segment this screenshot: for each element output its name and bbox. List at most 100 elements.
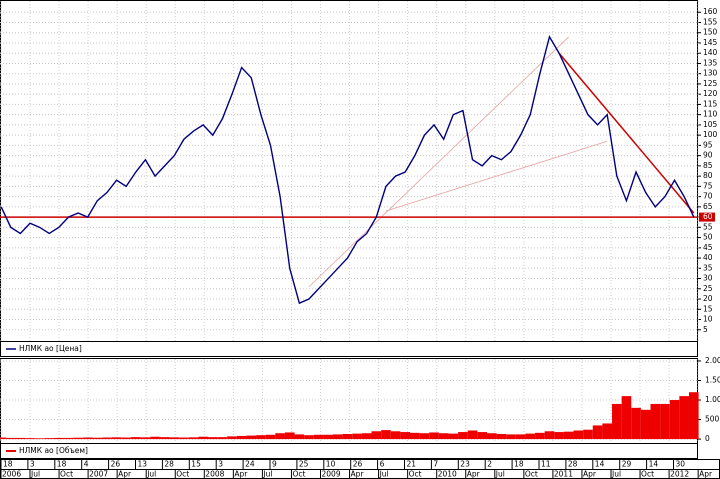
volume-bar [256,435,266,440]
x-tick-label: 26 [111,460,121,469]
volume-bar [179,437,189,440]
volume-bar [34,438,45,440]
y-tick-label: 15 [703,304,713,313]
price-legend-box [0,341,698,357]
x-tick-label: 28 [568,460,578,469]
x-tick-label: 24 [245,460,255,469]
y-tick-label: 155 [703,17,718,26]
y-tick-label: 145 [703,38,718,47]
volume-bar [640,409,651,440]
volume-bar [621,396,632,440]
volume-bar [448,433,459,440]
volume-bar [631,407,641,440]
y-tick-label: 115 [703,99,718,108]
x-tick-label: 4 [84,460,89,469]
x-tick-label: Apr [118,470,132,479]
y-tick-label: 45 [703,243,713,252]
volume-bar [92,437,103,440]
volume-bar [515,434,526,440]
volume-bar [602,423,613,440]
y-tick-label: 110 [703,110,718,119]
volume-bar [63,437,74,440]
x-tick-label: 14 [649,460,659,469]
trend-line [558,52,695,214]
x-tick-label: 15 [191,460,201,469]
volume-bar [467,430,478,440]
trend-line [308,36,569,288]
x-tick-label: 2012 [670,470,689,479]
volume-bar [73,437,83,440]
volume-bar [140,437,151,440]
x-tick-label: Jul [611,470,621,479]
y-tick-label: 65 [703,202,713,211]
x-tick-label: 2 [487,460,492,469]
volume-bar [390,431,401,440]
volume-bar [650,403,661,440]
legend-label: НЛМК ао [Цена] [19,344,82,353]
x-tick-label: Apr [351,470,365,479]
x-tick-label: 18 [57,460,67,469]
y-tick-label: 85 [703,161,713,170]
x-tick-label: 25 [299,460,309,469]
volume-bar [313,434,324,440]
volume-bar [159,437,170,440]
x-tick-label: Jul [30,470,40,479]
volume-bar [54,437,64,440]
x-tick-label: Apr [699,470,713,479]
y-tick-label: 40 [703,253,713,262]
x-tick-label: 26 [353,460,363,469]
y-tick-label: 75 [703,181,713,190]
x-tick-label: 2009 [322,470,341,479]
y-tick-label: 20 [703,294,713,303]
volume-bar [294,434,305,440]
y-tick-label: 1.50 [705,375,720,384]
x-tick-label: Jul [495,470,505,479]
y-tick-label: 500 [705,415,720,424]
price-panel [0,0,698,342]
x-tick-label: 18 [3,460,13,469]
volume-bar [352,433,362,440]
y-tick-label: 95 [703,140,713,149]
volume-bar [660,403,670,440]
y-tick-label: 35 [703,263,713,272]
volume-bar [111,437,122,440]
volume-bar [323,434,334,440]
x-tick-label: 3 [218,460,223,469]
volume-bar [506,434,516,440]
y-tick-label: 105 [703,120,718,129]
volume-bar [131,437,141,440]
volume-bar [477,432,487,440]
trend-line [385,140,608,212]
y-tick-label: 135 [703,58,718,67]
volume-bar [342,434,353,440]
y-tick-label: 50 [703,233,713,242]
x-tick-label: 10 [326,460,336,469]
y-tick-label: 100 [703,130,718,139]
volume-legend-box [0,443,698,459]
volume-bar [583,429,593,440]
volume-bar [679,396,689,440]
volume-bar [410,432,420,440]
volume-bar [169,437,180,440]
volume-bar [612,403,622,440]
y-tick-label: 120 [703,89,718,98]
volume-bar [15,437,26,440]
volume-bar [44,438,55,440]
volume-bar [246,435,257,440]
volume-bar [496,434,507,440]
x-tick-label: Oct [525,470,538,479]
x-tick-label: Apr [583,470,597,479]
x-tick-label: Apr [234,470,248,479]
volume-bar [419,433,430,440]
x-tick-label: 11 [541,460,551,469]
volume-bar [82,437,93,440]
x-tick-label: 23 [460,460,470,469]
y-tick-label: 80 [703,171,713,180]
y-tick-label: 140 [703,48,718,57]
volume-bar [207,437,218,440]
volume-bar [121,437,132,440]
x-tick-label: 14 [595,460,605,469]
volume-bar [669,400,680,440]
x-tick-label: 18 [514,460,524,469]
